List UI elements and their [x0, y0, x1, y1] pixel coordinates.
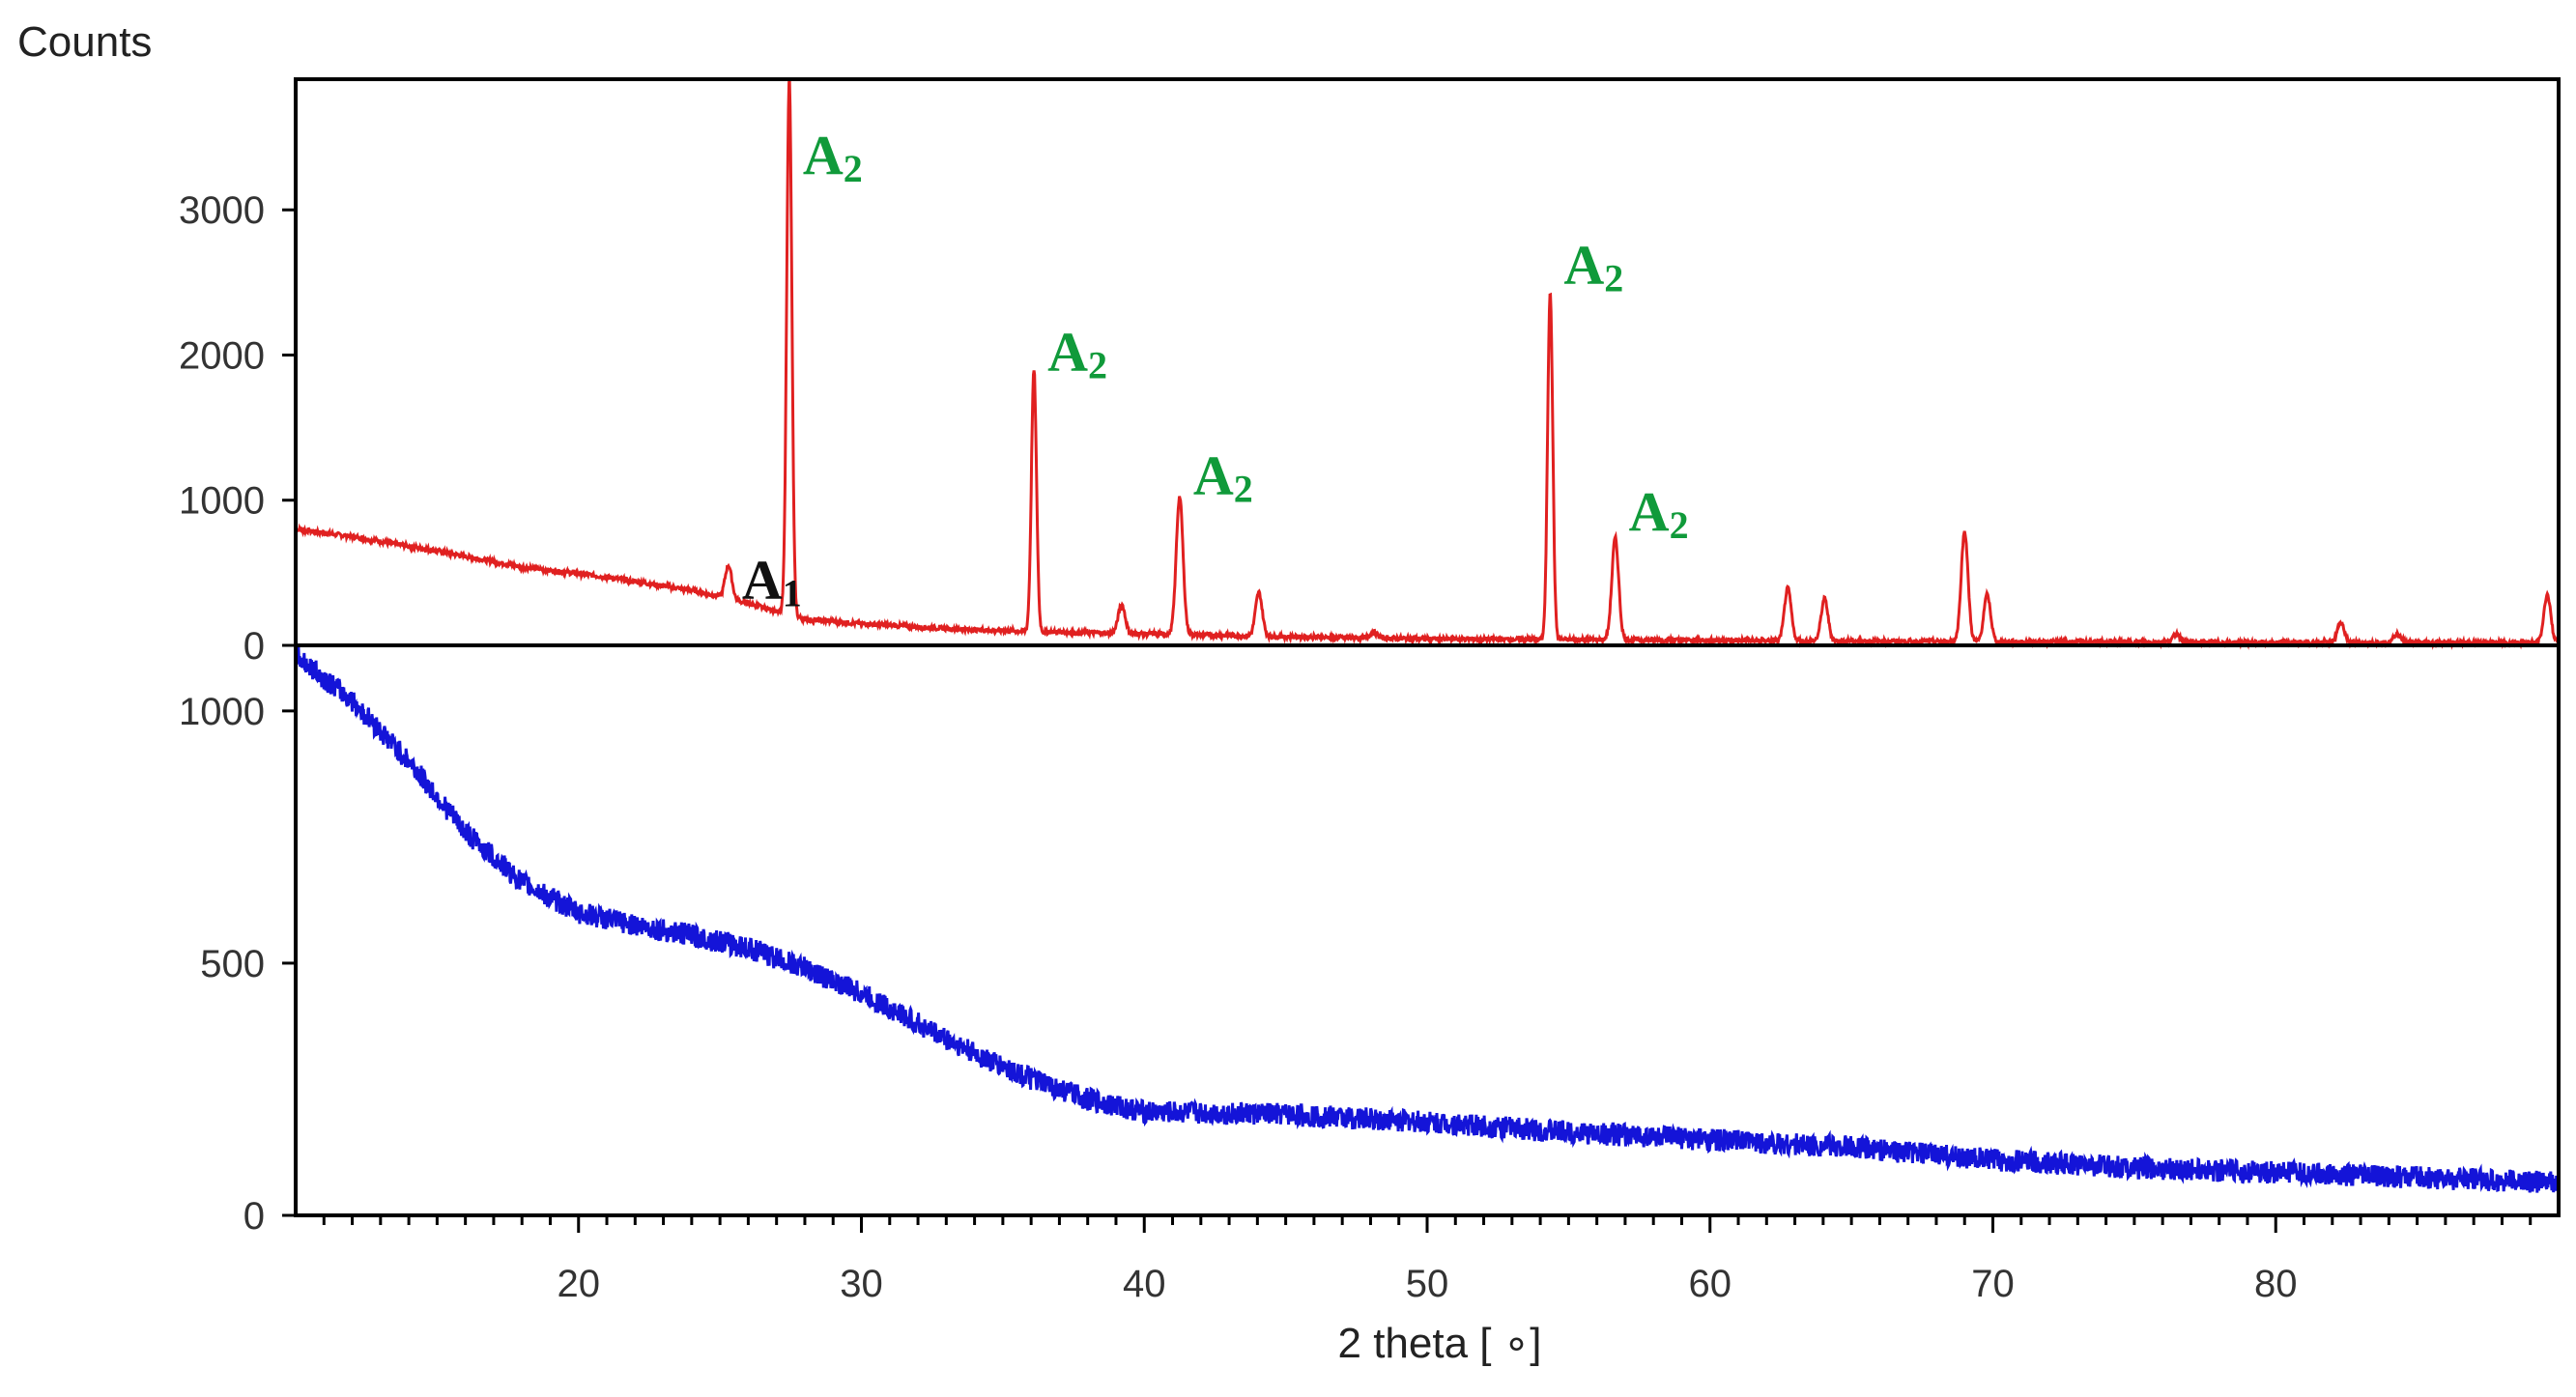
- bottom-y-tick-label: 500: [200, 943, 265, 985]
- bottom-y-tick-label: 1000: [179, 691, 265, 733]
- top-y-tick-label: 0: [243, 625, 265, 668]
- x-tick-label: 20: [558, 1263, 601, 1305]
- top-panel-annotations: A1 A2 A2 A2 A2 A2: [742, 124, 1689, 614]
- y-axis-label: Counts: [17, 18, 152, 66]
- peak-label: A2: [1047, 321, 1107, 387]
- peak-label: A2: [1193, 443, 1253, 510]
- top-series-line: [295, 79, 2561, 650]
- top-y-tick-label: 1000: [179, 480, 265, 523]
- x-axis-label: 2 theta [ ∘]: [1338, 1320, 1542, 1367]
- x-tick-label: 80: [2254, 1263, 2298, 1305]
- bottom-panel-plot: [294, 644, 2561, 1193]
- top-panel-plot: [295, 79, 2561, 650]
- x-tick-label: 40: [1123, 1263, 1166, 1305]
- bottom-y-tick-label: 0: [243, 1195, 265, 1238]
- x-tick-label: 70: [1971, 1263, 2015, 1305]
- top-y-tick-label: 3000: [179, 189, 265, 232]
- x-tick-label: 30: [840, 1263, 883, 1305]
- top-panel-axes: 0 1000 2000 3000: [179, 189, 296, 668]
- peak-label: A2: [1629, 480, 1689, 547]
- peak-label: A2: [1563, 233, 1623, 299]
- peak-label: A1: [742, 548, 802, 614]
- bottom-series-line: [294, 644, 2561, 1193]
- top-y-tick-label: 2000: [179, 334, 265, 377]
- bottom-panel-axes: 0 500 1000 20 30 40 50 60 70 80: [179, 691, 2533, 1305]
- x-tick-label: 60: [1689, 1263, 1732, 1305]
- x-tick-label: 50: [1406, 1263, 1449, 1305]
- peak-label: A2: [803, 124, 863, 190]
